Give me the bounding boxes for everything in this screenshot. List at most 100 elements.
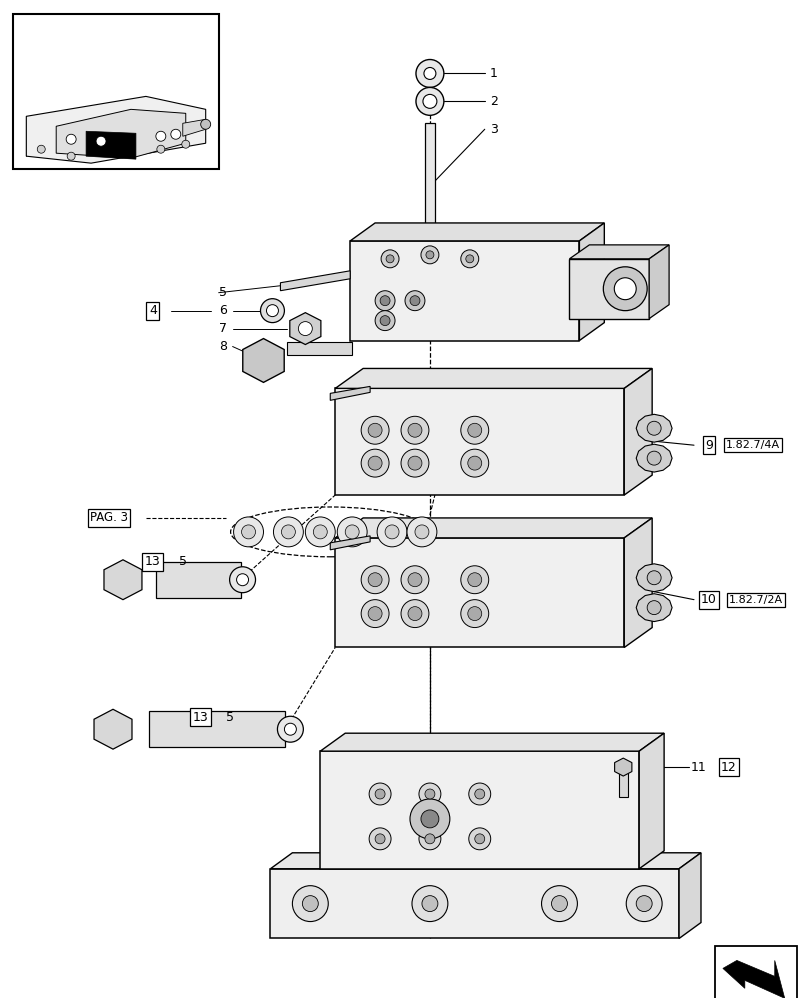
Circle shape	[461, 449, 488, 477]
Circle shape	[424, 789, 435, 799]
Circle shape	[298, 322, 312, 336]
Polygon shape	[86, 131, 135, 159]
Circle shape	[625, 886, 661, 922]
Circle shape	[423, 94, 436, 108]
Circle shape	[313, 525, 327, 539]
Bar	[424, 123, 435, 229]
Polygon shape	[104, 560, 142, 600]
Polygon shape	[335, 368, 651, 388]
Circle shape	[551, 896, 567, 912]
Circle shape	[461, 416, 488, 444]
Circle shape	[423, 67, 436, 79]
Circle shape	[369, 783, 391, 805]
Circle shape	[461, 566, 488, 594]
Bar	[335, 538, 624, 647]
Circle shape	[156, 131, 165, 141]
Circle shape	[375, 834, 384, 844]
Circle shape	[375, 291, 394, 311]
Circle shape	[407, 423, 422, 437]
Text: 5: 5	[178, 555, 187, 568]
Bar	[714, 946, 796, 1000]
Text: 1: 1	[489, 67, 497, 80]
Circle shape	[367, 573, 382, 587]
Polygon shape	[624, 518, 651, 647]
Text: 3: 3	[489, 123, 497, 136]
Circle shape	[367, 456, 382, 470]
Text: PAG. 3: PAG. 3	[90, 511, 128, 524]
Circle shape	[401, 566, 428, 594]
Text: 13: 13	[192, 711, 208, 724]
Polygon shape	[242, 339, 284, 382]
Circle shape	[367, 423, 382, 437]
Text: 10: 10	[700, 593, 716, 606]
Circle shape	[157, 145, 165, 153]
Circle shape	[406, 517, 436, 547]
Circle shape	[384, 525, 398, 539]
Polygon shape	[320, 733, 663, 751]
Circle shape	[401, 600, 428, 628]
Circle shape	[410, 799, 449, 839]
Circle shape	[234, 517, 263, 547]
Circle shape	[424, 834, 435, 844]
Circle shape	[182, 140, 190, 148]
Polygon shape	[330, 386, 370, 400]
Text: 2: 2	[489, 95, 497, 108]
Polygon shape	[569, 259, 648, 319]
Circle shape	[284, 723, 296, 735]
Text: 8: 8	[218, 340, 226, 353]
Circle shape	[636, 896, 651, 912]
Circle shape	[361, 416, 388, 444]
Circle shape	[66, 134, 76, 144]
Text: 4: 4	[148, 304, 157, 317]
Bar	[651, 418, 661, 438]
Circle shape	[415, 60, 444, 87]
Circle shape	[614, 278, 636, 300]
Text: 1.82.7/2A: 1.82.7/2A	[728, 595, 782, 605]
Circle shape	[467, 456, 481, 470]
Polygon shape	[290, 313, 320, 345]
Circle shape	[646, 601, 660, 615]
Circle shape	[646, 571, 660, 585]
Circle shape	[467, 573, 481, 587]
Text: 12: 12	[720, 761, 736, 774]
Circle shape	[380, 316, 389, 326]
Polygon shape	[614, 758, 631, 776]
Polygon shape	[94, 709, 132, 749]
Bar	[651, 568, 661, 588]
Text: 6: 6	[218, 304, 226, 317]
Circle shape	[385, 255, 393, 263]
Circle shape	[67, 152, 75, 160]
Circle shape	[170, 129, 181, 139]
Circle shape	[401, 416, 428, 444]
Circle shape	[420, 246, 439, 264]
Polygon shape	[280, 271, 350, 291]
Circle shape	[337, 517, 367, 547]
Bar	[320, 751, 638, 869]
Circle shape	[407, 573, 422, 587]
Circle shape	[401, 449, 428, 477]
Bar	[335, 388, 624, 495]
Bar	[619, 767, 628, 797]
Circle shape	[541, 886, 577, 922]
Circle shape	[414, 525, 428, 539]
Circle shape	[266, 305, 278, 317]
Polygon shape	[330, 536, 370, 550]
Polygon shape	[638, 733, 663, 869]
Circle shape	[230, 567, 255, 593]
Circle shape	[461, 600, 488, 628]
Circle shape	[375, 311, 394, 331]
Circle shape	[302, 896, 318, 912]
Circle shape	[467, 423, 481, 437]
Polygon shape	[636, 594, 672, 622]
Circle shape	[376, 517, 406, 547]
Polygon shape	[678, 853, 700, 938]
Bar	[287, 342, 352, 355]
Text: 13: 13	[145, 555, 161, 568]
Circle shape	[345, 525, 358, 539]
Bar	[13, 14, 218, 169]
Circle shape	[292, 886, 328, 922]
Circle shape	[277, 716, 303, 742]
Circle shape	[361, 600, 388, 628]
Polygon shape	[56, 109, 186, 158]
Polygon shape	[270, 853, 700, 869]
